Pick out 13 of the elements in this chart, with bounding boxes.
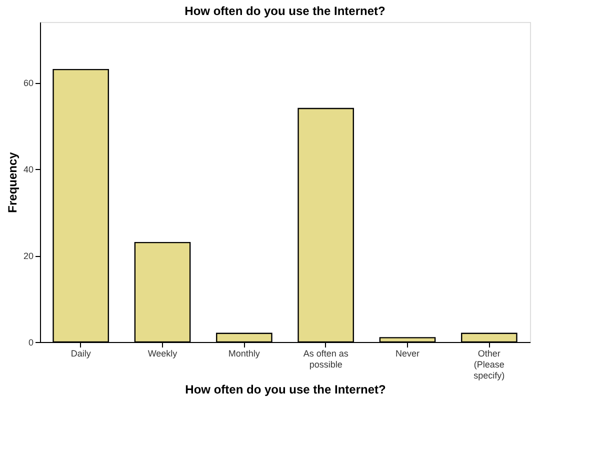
x-tick-label: Weekly [148, 348, 178, 358]
y-tick-label: 60 [23, 78, 34, 88]
x-tick-label: Other (Please specify) [474, 348, 505, 380]
y-tick-label: 20 [23, 251, 34, 262]
x-tick-label: Daily [70, 348, 92, 358]
chart-title: How often do you use the Internet? [184, 4, 386, 18]
x-axis-title: How often do you use the Internet? [185, 382, 386, 396]
x-tick-label: As often as possible [303, 348, 349, 370]
x-tick-label: Monthly [228, 348, 260, 358]
y-tick-label: 40 [23, 164, 34, 175]
x-tick-label: Never [395, 348, 420, 358]
y-tick-label: 0 [28, 338, 34, 348]
y-axis-title: Frequency [5, 152, 20, 213]
